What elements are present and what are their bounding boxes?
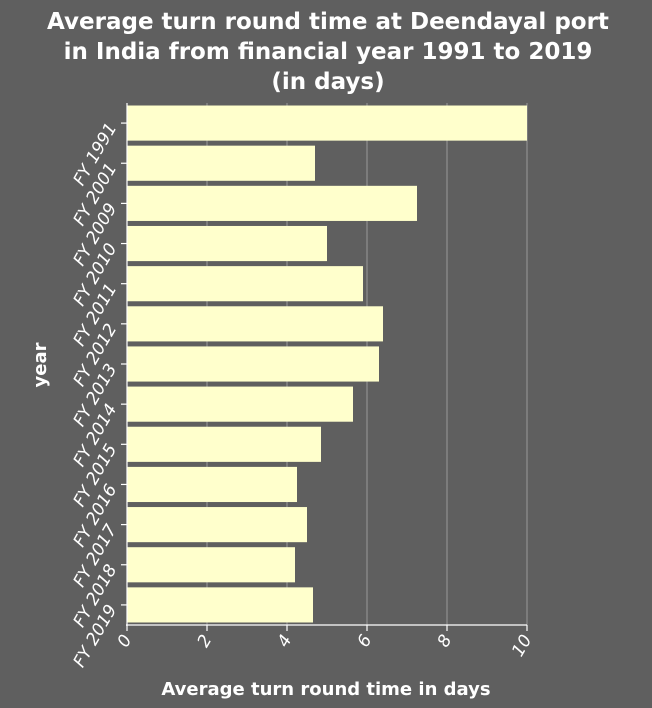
bars (127, 105, 527, 623)
bar-1 (127, 145, 315, 181)
bar-12 (127, 587, 313, 623)
bar-11 (127, 547, 295, 583)
chart-title-line-1: Average turn round time at Deendayal por… (47, 9, 609, 35)
bar-5 (127, 306, 383, 342)
bar-0 (127, 105, 527, 141)
x-tick-label-1: 2 (194, 632, 217, 651)
y-axis-label: year (30, 342, 51, 387)
chart-title-line-2: in India from financial year 1991 to 201… (64, 39, 593, 65)
x-tick-label-5: 10 (508, 632, 536, 661)
bar-8 (127, 426, 321, 462)
bar-2 (127, 185, 417, 221)
x-axis-label: Average turn round time in days (161, 679, 490, 700)
x-tick-label-3: 6 (354, 631, 377, 651)
chart-title-line-3: (in days) (271, 69, 384, 95)
bar-7 (127, 386, 353, 422)
bar-6 (127, 346, 379, 382)
x-tick-label-0: 0 (114, 632, 137, 651)
x-tick-label-4: 8 (434, 631, 457, 651)
bar-10 (127, 507, 307, 543)
bar-3 (127, 225, 327, 262)
axes (121, 103, 528, 631)
x-tick-labels: 0 2 4 6 8 10 (114, 631, 537, 660)
bar-9 (127, 466, 297, 503)
bar-4 (127, 266, 363, 302)
x-tick-label-2: 4 (274, 632, 297, 651)
